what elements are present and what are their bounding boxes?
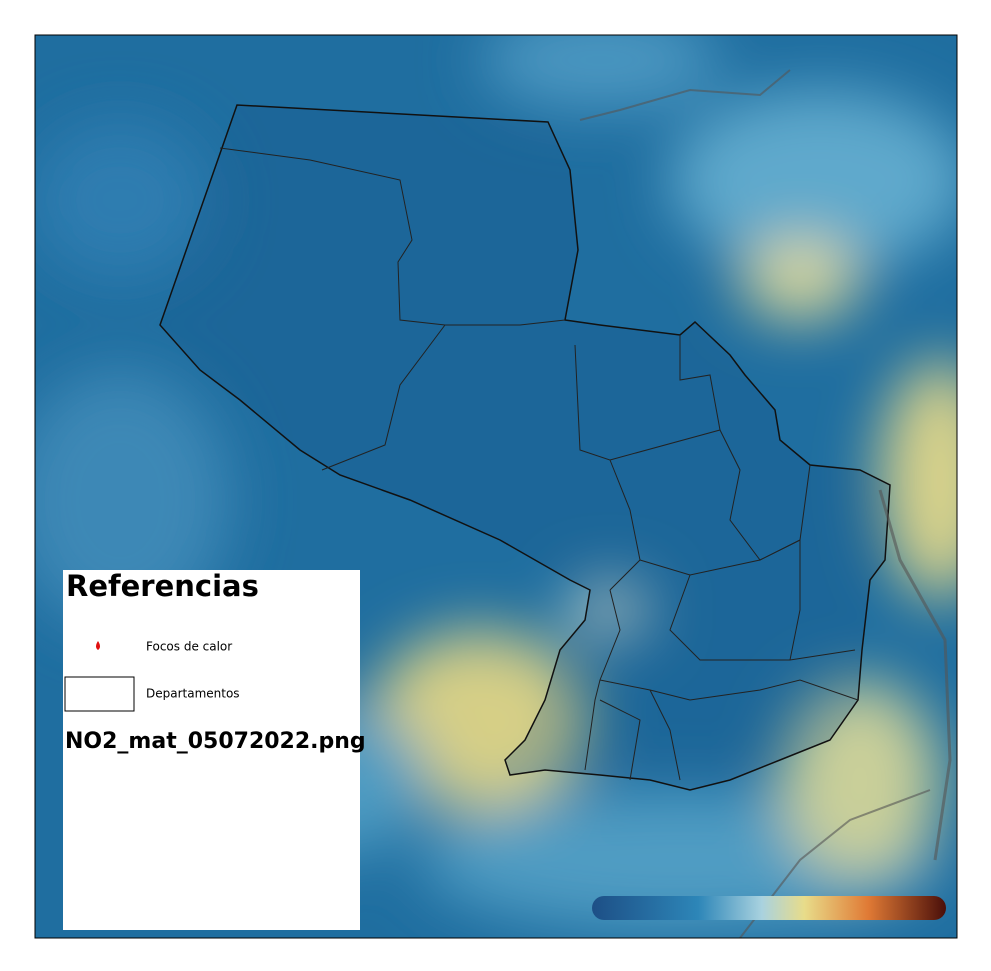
legend-title: Referencias (66, 569, 259, 603)
legend-item: Departamentos (146, 687, 240, 701)
legend-item: Focos de calor (146, 640, 232, 654)
legend-file: NO2_mat_05072022.png (65, 729, 366, 754)
map-area (35, 35, 957, 938)
country-outline (159, 104, 891, 791)
department-borders (219, 147, 859, 781)
map-frame (34, 34, 958, 939)
colorbar (592, 896, 946, 920)
legend: Referencias Focos de calor Departamentos… (63, 569, 366, 930)
